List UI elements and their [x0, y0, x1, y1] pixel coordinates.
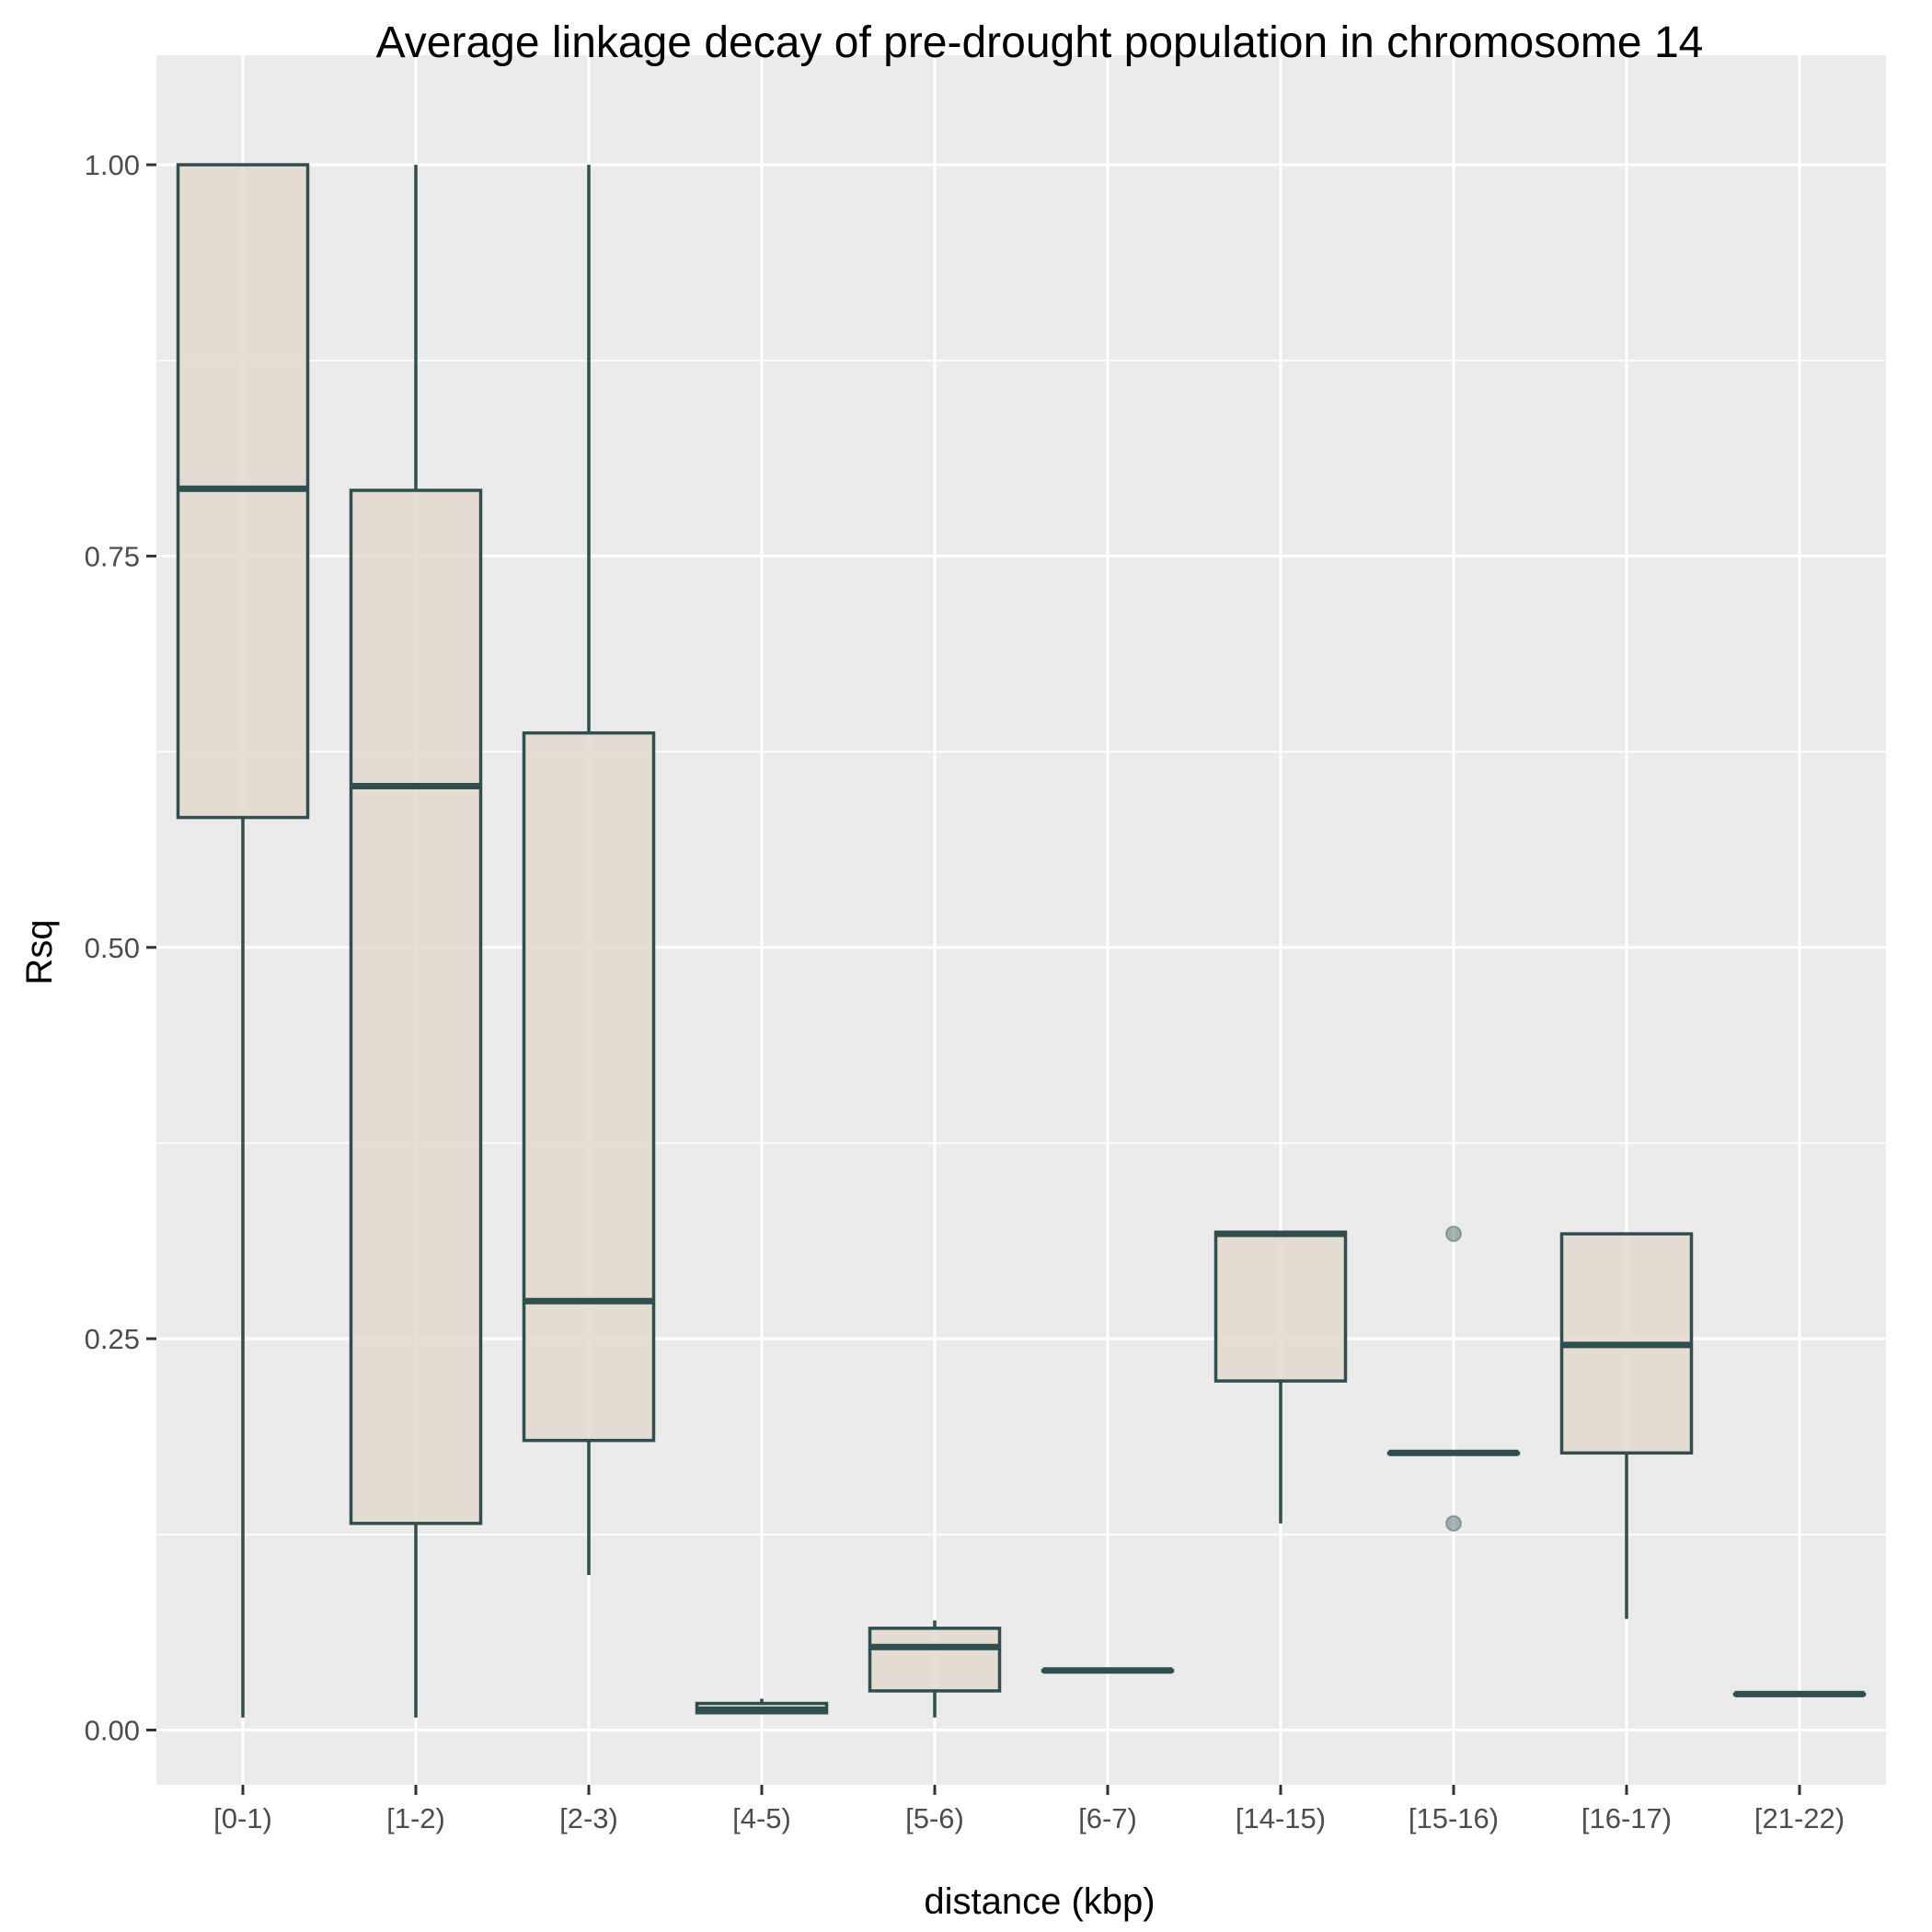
iqr-box	[349, 489, 483, 1525]
outlier-point	[1445, 1225, 1462, 1243]
box-[2-3)	[522, 165, 656, 1576]
iqr-box	[868, 1627, 1002, 1693]
box-[4-5)	[695, 1698, 829, 1715]
outlier-point	[1445, 1514, 1462, 1532]
y-tick-label: 0.50	[85, 932, 140, 964]
x-tick-label: [2-3)	[559, 1802, 618, 1834]
x-axis: [0-1) [1-2) [2-3) [4-5) [5-6) [6-7) [14-15) [15…	[213, 1785, 1845, 1834]
box-[6-7)	[1041, 1667, 1175, 1674]
y-tick-label: 0.25	[85, 1323, 140, 1355]
x-tick-label: [0-1)	[213, 1802, 272, 1834]
box-[5-6)	[868, 1620, 1002, 1718]
box-[14-15)	[1213, 1230, 1348, 1524]
chart-title: Average linkage decay of pre-drought pop…	[376, 18, 1704, 67]
x-tick-label: [6-7)	[1078, 1802, 1137, 1834]
x-tick-label: [4-5)	[732, 1802, 791, 1834]
y-tick-label: 0.75	[85, 540, 140, 572]
box-[15-16)	[1386, 1225, 1521, 1532]
box-[0-1)	[176, 163, 310, 1718]
x-tick-label: [14-15)	[1236, 1802, 1326, 1834]
box-[1-2)	[349, 165, 483, 1718]
x-tick-label: [5-6)	[905, 1802, 964, 1834]
x-axis-title: distance (kbp)	[924, 1881, 1155, 1922]
x-tick-label: [21-22)	[1754, 1802, 1845, 1834]
x-tick-label: [16-17)	[1581, 1802, 1672, 1834]
y-tick-label: 0.00	[85, 1714, 140, 1746]
iqr-box	[522, 730, 656, 1443]
x-tick-label: [15-16)	[1409, 1802, 1499, 1834]
y-axis: 0.00 0.25 0.50 0.75 1.00	[85, 149, 156, 1746]
x-tick-label: [1-2)	[386, 1802, 445, 1834]
y-axis-title: Rsq	[19, 919, 60, 984]
y-tick-label: 1.00	[85, 149, 140, 181]
boxes	[176, 163, 1867, 1718]
iqr-box	[1213, 1230, 1348, 1383]
box-[16-17)	[1559, 1232, 1694, 1619]
box-[21-22)	[1732, 1690, 1867, 1697]
